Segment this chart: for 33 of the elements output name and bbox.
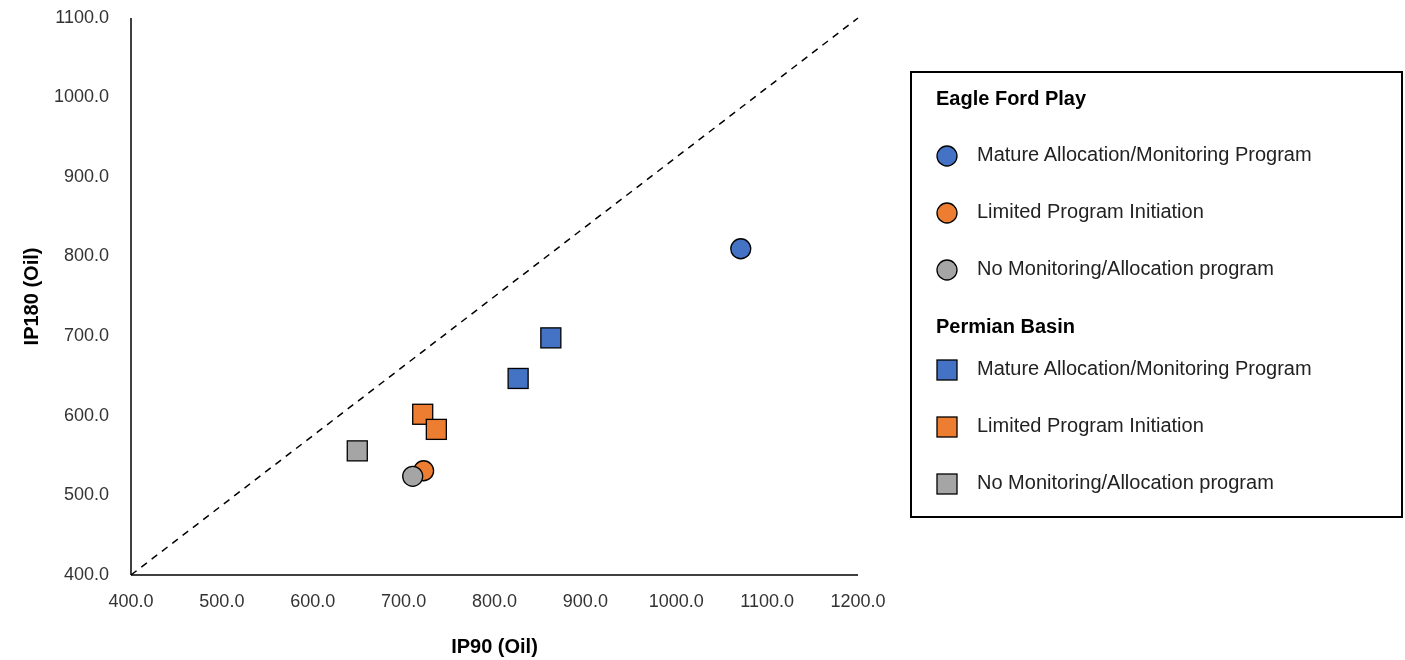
x-tick-label: 1000.0 (648, 591, 704, 611)
y-axis-title: IP180 (Oil) (20, 247, 42, 346)
point (402, 465, 424, 487)
point (346, 440, 368, 462)
text: Permian Basin (936, 315, 1075, 338)
x-tick-label: 1100.0 (740, 591, 794, 611)
y-tick-label: 1100.0 (55, 6, 109, 27)
y-tick-label: 600.0 (63, 404, 109, 425)
x-axis-title: IP90 (Oil) (451, 635, 538, 657)
x-tick-label: 400.0 (108, 591, 154, 611)
y-tick-label: 400.0 (63, 563, 109, 584)
legend-label: Limited Program Initiation (977, 200, 1204, 223)
legend-label: No Monitoring/Allocation program (977, 471, 1274, 494)
text: Eagle Ford Play (936, 87, 1087, 110)
point (540, 327, 562, 349)
y-tick-label: 500.0 (63, 484, 109, 505)
x-tick-label: 600.0 (290, 591, 336, 611)
legend-label: Limited Program Initiation (977, 414, 1204, 437)
legend-label: Mature Allocation/Monitoring Program (977, 357, 1312, 380)
point (507, 367, 529, 390)
x-tick-label: 800.0 (471, 591, 518, 611)
point (425, 418, 447, 441)
y-tick-label: 700.0 (63, 325, 109, 346)
y-tick-label: 900.0 (63, 165, 109, 186)
y-tick-label: 800.0 (63, 245, 109, 266)
legend-label: No Monitoring/Allocation program (977, 257, 1274, 280)
point (730, 238, 752, 260)
x-tick-label: 700.0 (381, 591, 427, 611)
x-tick-label: 500.0 (199, 591, 245, 611)
x-tick-label: 1200.0 (830, 591, 886, 611)
y-tick-label: 1000.0 (53, 86, 109, 107)
legend-label: Mature Allocation/Monitoring Program (977, 143, 1312, 166)
x-tick-label: 900.0 (562, 591, 608, 611)
